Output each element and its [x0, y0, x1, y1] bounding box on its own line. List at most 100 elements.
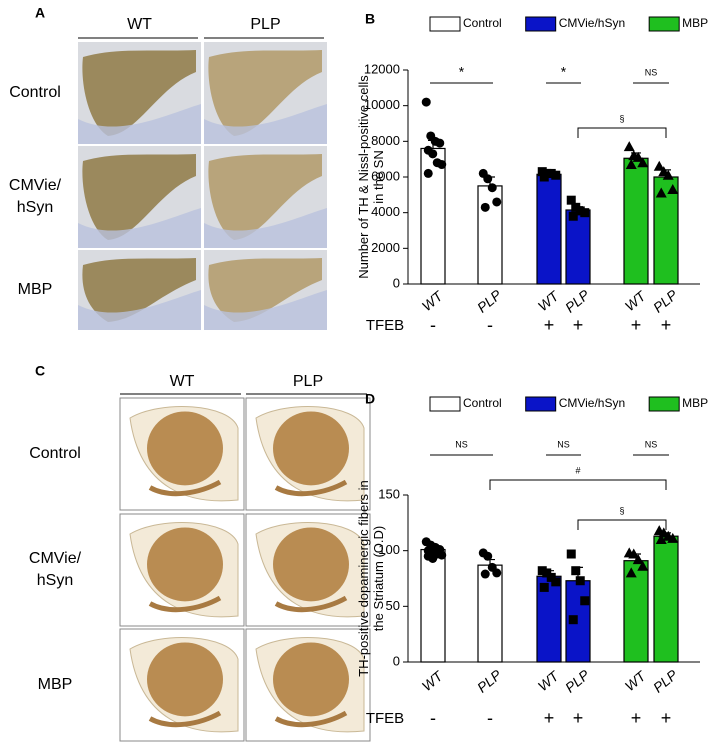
data-point — [625, 159, 637, 170]
data-point — [667, 183, 679, 194]
y-axis-label: TH-positive dopaminergic fibers in — [356, 480, 371, 677]
data-point — [437, 550, 447, 560]
treatment-sign: + — [631, 315, 642, 335]
panel-letter: A — [35, 5, 45, 21]
data-point — [568, 615, 578, 625]
significance: NS — [557, 439, 570, 449]
x-tick-label: PLP — [474, 666, 505, 696]
y-tick-label: 50 — [386, 598, 400, 613]
data-point — [628, 548, 640, 559]
legend-label: MBP — [682, 396, 708, 410]
column-header: WT — [127, 16, 152, 33]
x-tick-label: WT — [535, 667, 563, 694]
column-header: PLP — [250, 16, 280, 33]
y-tick-label: 0 — [393, 653, 400, 668]
bracket — [577, 519, 667, 530]
data-point — [487, 183, 497, 193]
treatment-sign: - — [487, 708, 493, 728]
data-point — [492, 568, 502, 578]
x-tick-label: PLP — [650, 286, 681, 316]
x-tick-label: WT — [419, 667, 447, 694]
tissue-stain — [208, 154, 322, 240]
data-point — [566, 195, 576, 205]
nucleus-stain — [148, 595, 222, 613]
data-point — [435, 138, 445, 148]
tissue-blue — [204, 290, 327, 330]
data-point — [539, 582, 549, 592]
tissue-blue — [204, 104, 327, 144]
panel-letter: C — [35, 363, 45, 379]
y-tick-label: 4000 — [371, 204, 400, 219]
treatment-sign: + — [573, 708, 584, 728]
data-point — [575, 576, 585, 586]
data-point — [566, 549, 576, 559]
treatment-sign: + — [544, 708, 555, 728]
x-tick-label: PLP — [562, 286, 593, 316]
bar — [623, 157, 649, 285]
striatum-stain — [273, 527, 349, 602]
y-tick-label: 100 — [378, 542, 400, 557]
legend-swatch — [429, 396, 461, 412]
bar — [565, 209, 591, 285]
data-point — [623, 141, 635, 152]
x-tick-label: WT — [419, 287, 447, 314]
data-point — [483, 551, 493, 561]
x-tick-label: PLP — [562, 666, 593, 696]
y-tick-label: 8000 — [371, 133, 400, 148]
data-point — [667, 532, 679, 543]
treatment-sign: + — [573, 315, 584, 335]
striatum-stain — [273, 642, 349, 717]
bar — [477, 564, 503, 663]
significance: NS — [455, 439, 468, 449]
x-tick-label: PLP — [650, 666, 681, 696]
data-point — [568, 211, 578, 221]
data-point — [483, 174, 493, 184]
legend-swatch — [429, 16, 461, 32]
treatment-sign: + — [631, 708, 642, 728]
tissue-stain — [82, 258, 196, 322]
data-point — [662, 169, 674, 180]
data-point — [632, 554, 644, 565]
y-axis-label: Number of TH & Nissl-positive cells — [356, 75, 371, 279]
data-point — [580, 208, 590, 218]
significance: § — [619, 113, 624, 123]
row-label: MBP — [18, 281, 53, 298]
treatment-sign: + — [661, 708, 672, 728]
significance: * — [459, 64, 465, 80]
legend-swatch — [648, 16, 680, 32]
x-tick-label: WT — [622, 667, 650, 694]
bracket — [577, 127, 667, 138]
tissue-stain — [82, 154, 196, 240]
x-tick-label: WT — [535, 287, 563, 314]
bar — [420, 548, 446, 663]
treatment-sign: + — [544, 315, 555, 335]
data-point — [571, 566, 581, 576]
data-point — [492, 197, 502, 207]
row-label: CMVie/ — [9, 177, 62, 194]
bar — [536, 173, 562, 285]
legend-label: MBP — [682, 16, 708, 30]
nucleus-stain — [148, 710, 222, 728]
significance: * — [561, 64, 567, 80]
row-label: TFEB — [366, 317, 404, 334]
row-label: hSyn — [37, 572, 73, 589]
x-tick-label: PLP — [474, 286, 505, 316]
bar — [653, 535, 679, 663]
data-point — [421, 97, 431, 107]
row-label: Control — [29, 445, 81, 462]
legend-label: Control — [463, 16, 502, 30]
bar — [623, 560, 649, 663]
nucleus-stain — [274, 479, 348, 497]
data-point — [428, 149, 438, 159]
legend-label: Control — [463, 396, 502, 410]
row-label: TFEB — [366, 710, 404, 727]
data-point — [551, 577, 561, 587]
row-label: MBP — [38, 676, 73, 693]
data-point — [423, 168, 433, 178]
treatment-sign: + — [661, 315, 672, 335]
data-point — [655, 534, 667, 545]
y-axis-label: in the SN — [371, 150, 386, 203]
striatum-stain — [147, 411, 223, 486]
y-tick-label: 150 — [378, 486, 400, 501]
